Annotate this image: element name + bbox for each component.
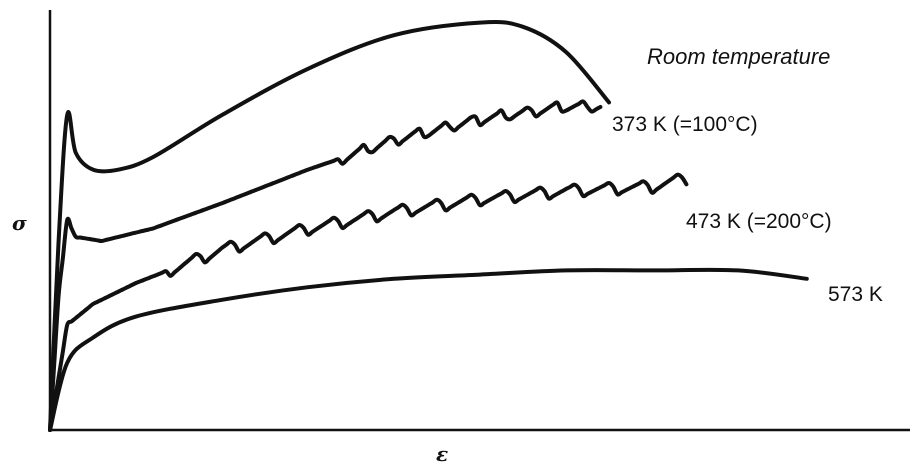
series-curve-0 — [48, 19, 611, 432]
series-curve-3 — [48, 267, 809, 432]
series-curve-2 — [48, 172, 689, 432]
series-label-473k: 473 K (=200°C) — [686, 210, 832, 233]
series-label-room-temperature: Room temperature — [647, 44, 830, 69]
curves-group — [48, 19, 809, 432]
series-label-573k: 573 K — [828, 283, 883, 306]
series-curve-1 — [48, 99, 603, 432]
y-axis-label: σ — [12, 211, 27, 235]
x-axis-label: ε — [436, 442, 448, 466]
series-label-373k: 373 K (=100°C) — [612, 113, 758, 136]
